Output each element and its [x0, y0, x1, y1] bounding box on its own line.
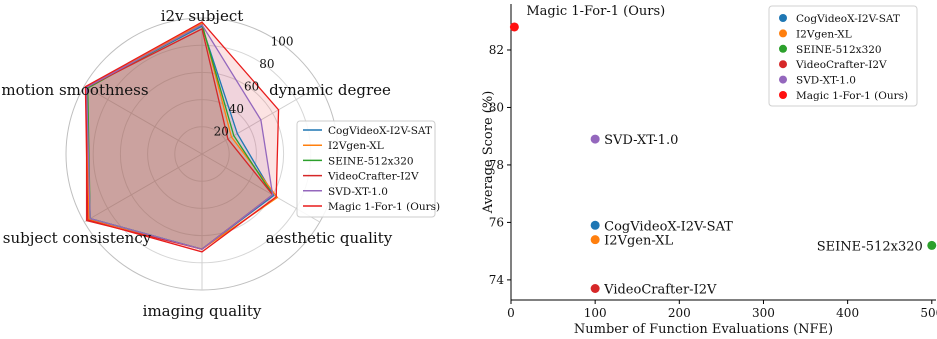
scatter-legend-label: VideoCrafter-I2V [795, 59, 887, 71]
scatter-point [590, 134, 600, 144]
radar-radial-tick: 100 [271, 34, 294, 48]
point-annotation: VideoCrafter-I2V [603, 283, 717, 298]
point-annotation: CogVideoX-I2V-SAT [604, 219, 733, 234]
x-tick-label: 0 [507, 306, 515, 320]
scatter-legend-marker [779, 29, 787, 38]
scatter-chart: 0 100 200 300 400 500 74 76 78 80 82 Number of Func… [481, 4, 937, 337]
x-axis-title: Number of Function Evaluations (NFE) [574, 322, 833, 337]
x-tick-label: 100 [584, 306, 607, 320]
y-tick-label: 82 [489, 43, 504, 57]
radar-legend-label: VideoCrafter-I2V [327, 171, 419, 183]
y-tick-label: 80 [489, 100, 504, 114]
scatter-legend-marker [779, 91, 787, 99]
scatter-point [927, 240, 937, 250]
radar-radial-tick: 40 [229, 102, 244, 116]
radar-legend-label: CogVideoX-I2V-SAT [328, 125, 432, 137]
point-annotation: I2Vgen-XL [604, 234, 673, 249]
radar-legend-label: I2Vgen-XL [328, 140, 384, 152]
radar-radial-tick: 80 [259, 57, 274, 71]
scatter-legend-marker [779, 14, 787, 22]
radar-area [86, 26, 274, 250]
radar-axis-label: imaging quality [143, 302, 262, 320]
radar-radial-tick: 60 [244, 79, 259, 93]
radar-legend-box [296, 120, 436, 218]
scatter-legend-box [768, 5, 918, 107]
point-annotation: Magic 1-For-1 (Ours) [526, 4, 665, 19]
y-tick-label: 74 [489, 273, 505, 287]
radar-legend-label: SVD-XT-1.0 [328, 186, 388, 198]
radar-axis-label: i2v subject [161, 7, 244, 25]
radar-spoke [83, 153, 203, 223]
radar-area [87, 24, 273, 250]
radar-axis-label: motion smoothness [1, 81, 148, 99]
x-tick-label: 400 [836, 306, 859, 320]
scatter-point [590, 220, 600, 230]
point-annotation: SEINE-512x320 [817, 239, 923, 254]
scatter-legend-label: Magic 1-For-1 (Ours) [796, 90, 908, 102]
point-annotation: SVD-XT-1.0 [604, 133, 678, 148]
scatter-legend-label: SEINE-512x320 [796, 44, 882, 56]
radar-legend-label: SEINE-512x320 [328, 155, 414, 167]
radar-axis-label: aesthetic quality [266, 229, 393, 247]
scatter-legend-marker [779, 44, 787, 53]
radar-legend-label: Magic 1-For-1 (Ours) [328, 201, 440, 213]
y-axis-title: Average Score (%) [481, 91, 496, 215]
scatter-point [590, 235, 600, 245]
y-tick-label: 76 [489, 215, 504, 229]
scatter-legend-marker [779, 75, 787, 84]
radar-radial-tick: 20 [214, 124, 229, 138]
radar-area [86, 23, 278, 250]
radar-area [86, 28, 273, 250]
radar-axis-label: dynamic degree [269, 81, 391, 99]
scatter-point [509, 22, 519, 32]
scatter-point [590, 284, 600, 294]
scatter-legend-marker [779, 60, 787, 69]
radar-axis-label: subject consistency [3, 229, 152, 247]
radar-spoke [83, 85, 203, 155]
radar-area [85, 22, 279, 252]
scatter-legend-label: I2Vgen-XL [796, 28, 852, 40]
radar-series-line [85, 23, 274, 250]
x-tick-label: 500 [920, 306, 937, 320]
radar-area [86, 24, 273, 250]
radar-series-line [84, 21, 280, 253]
y-tick-label: 78 [489, 158, 504, 172]
x-tick-label: 200 [668, 306, 691, 320]
scatter-legend-label: CogVideoX-I2V-SAT [796, 13, 900, 25]
scatter-legend-label: SVD-XT-1.0 [796, 75, 856, 87]
x-tick-label: 300 [752, 306, 775, 320]
